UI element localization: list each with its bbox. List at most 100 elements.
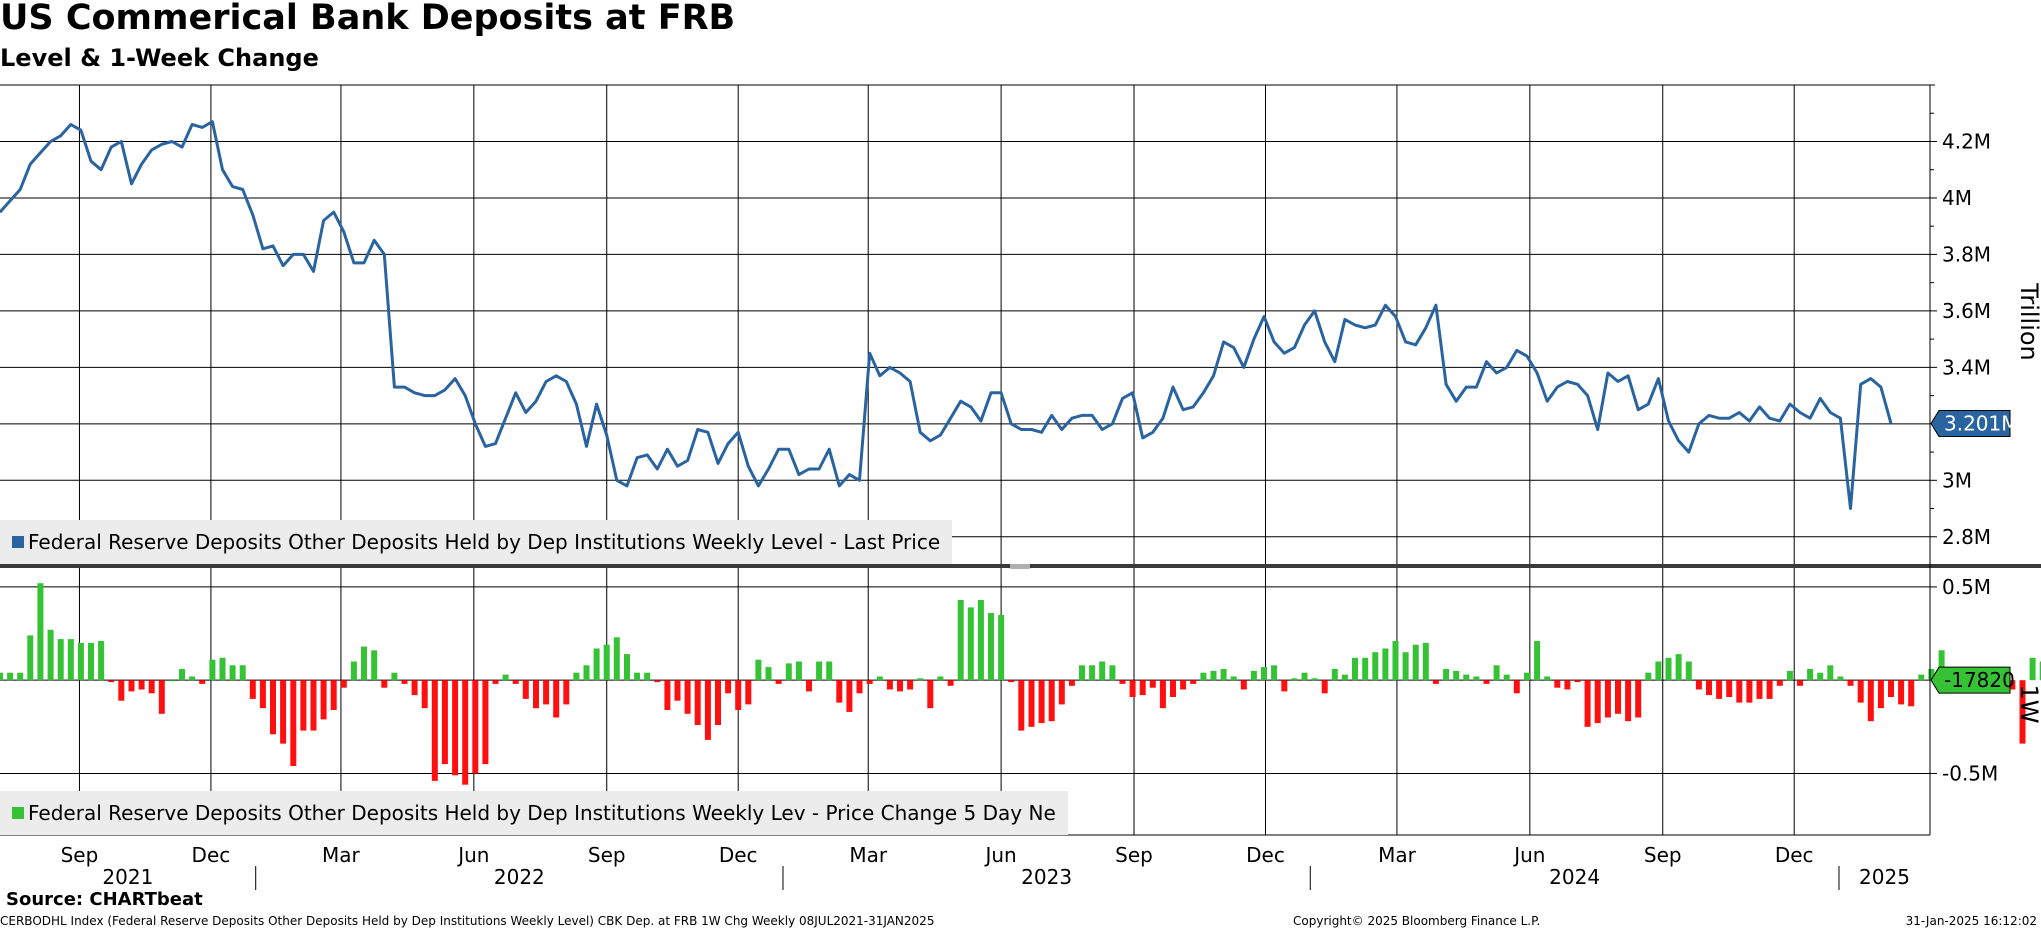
change-bar (947, 680, 954, 686)
x-month-label: Sep (1644, 843, 1682, 867)
change-bar (371, 650, 378, 681)
level-point (474, 423, 477, 425)
change-bar (654, 680, 661, 683)
level-point (423, 394, 426, 397)
change-bar (866, 680, 873, 684)
level-point (676, 465, 679, 468)
change-bar (1898, 680, 1905, 705)
change-bar (937, 676, 944, 681)
change-bar (1503, 674, 1510, 681)
level-point (171, 140, 173, 143)
level-point (9, 200, 11, 202)
change-bar (836, 680, 843, 703)
level-point (1485, 360, 1488, 363)
level-point (696, 428, 699, 431)
change-bar (1058, 680, 1065, 705)
change-bar (57, 639, 64, 681)
level-point (1566, 380, 1569, 383)
change-bar (1412, 644, 1419, 681)
level-point (272, 245, 274, 247)
change-bar (128, 680, 135, 692)
change-bar (715, 680, 721, 725)
change-bar (563, 680, 570, 705)
level-point (1435, 304, 1437, 307)
level-point (302, 253, 305, 256)
level-point (1364, 327, 1366, 329)
level-point (1586, 394, 1589, 397)
change-bar (1200, 672, 1207, 681)
level-point (110, 146, 112, 148)
legend-level: Federal Reserve Deposits Other Deposits … (0, 520, 953, 564)
level-point (1445, 383, 1447, 386)
level-point (1263, 315, 1265, 318)
y-tick-label-top: 3.4M (1942, 355, 1991, 379)
level-point (140, 163, 143, 165)
level-point (858, 479, 861, 482)
level-point (19, 188, 22, 191)
change-bar (745, 680, 752, 705)
panel-separator (0, 564, 2041, 569)
chart-subtitle: Level & 1-Week Change (0, 44, 319, 72)
change-bar (1493, 665, 1500, 681)
change-bar (765, 667, 772, 681)
change-bar (1544, 676, 1551, 681)
level-point (514, 392, 517, 394)
level-point (737, 431, 739, 434)
level-point (1283, 352, 1286, 355)
level-point (221, 168, 224, 171)
level-point (1293, 346, 1296, 349)
level-point (1505, 366, 1508, 369)
level-point (262, 248, 264, 250)
level-point (1839, 417, 1842, 420)
change-bar (1594, 680, 1601, 724)
change-bar (472, 680, 479, 774)
level-point (282, 264, 284, 267)
level-point (1414, 344, 1417, 346)
change-bar (199, 680, 206, 684)
change-bar (1068, 680, 1075, 686)
level-point (1647, 403, 1650, 405)
level-point (1071, 417, 1073, 420)
level-point (393, 386, 396, 388)
level-point (595, 403, 598, 405)
x-year-label: 2024 (1549, 865, 1600, 889)
level-point (1384, 304, 1387, 307)
change-bar (644, 672, 651, 681)
level-point (848, 473, 851, 476)
change-bar (452, 680, 459, 776)
change-bar (1210, 670, 1217, 681)
change-bar (543, 680, 550, 705)
separator-handle (1010, 564, 1030, 569)
change-bar (441, 680, 448, 765)
level-point (1141, 437, 1144, 439)
change-bar (1129, 680, 1136, 697)
y-tick-label-top: 4.2M (1942, 129, 1991, 153)
level-point (191, 123, 193, 126)
level-point (980, 420, 982, 422)
change-bar (1574, 680, 1581, 683)
level-point (605, 434, 608, 436)
level-point (292, 253, 295, 256)
change-bar (573, 672, 580, 681)
level-point (535, 400, 537, 403)
level-point (332, 211, 335, 213)
change-bar (1018, 680, 1025, 731)
x-month-label: Mar (849, 843, 888, 867)
change-bar (1261, 667, 1267, 681)
level-point (343, 231, 345, 233)
change-bar (1837, 676, 1844, 681)
x-year-label: 2025 (1859, 865, 1910, 889)
level-point (616, 479, 618, 482)
level-point (130, 183, 133, 185)
level-point (1061, 428, 1063, 431)
level-point (1111, 423, 1114, 425)
x-year-label: 2022 (494, 865, 545, 889)
change-bar (482, 680, 489, 765)
change-bar (664, 680, 671, 710)
legend-level-text: Federal Reserve Deposits Other Deposits … (28, 530, 941, 554)
level-point (120, 140, 123, 143)
level-point (757, 485, 760, 487)
change-bar (897, 680, 903, 692)
y-tick-label-top: 3.6M (1942, 299, 1991, 323)
